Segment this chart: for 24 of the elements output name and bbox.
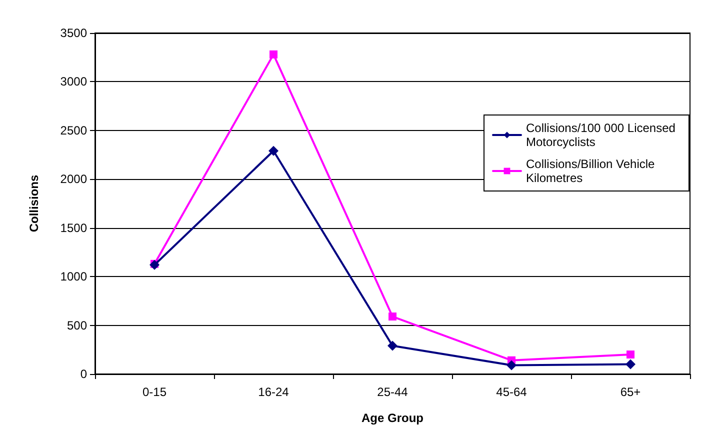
legend-label: Collisions/Billion Vehicle Kilometres bbox=[526, 157, 658, 185]
y-tick-label: 0 bbox=[80, 367, 88, 381]
point bbox=[626, 350, 634, 359]
x-tick-label: 45-64 bbox=[496, 385, 528, 399]
point bbox=[626, 359, 636, 370]
point bbox=[388, 340, 398, 351]
point bbox=[388, 312, 396, 321]
y-tick-label: 2000 bbox=[60, 172, 88, 186]
x-tick-label: 16-24 bbox=[258, 385, 290, 399]
x-tick-label: 65+ bbox=[620, 385, 641, 399]
point bbox=[506, 360, 516, 370]
y-tick-label: 2500 bbox=[60, 123, 88, 138]
x-tick-label: 0-15 bbox=[142, 385, 167, 399]
y-tick-label: 1500 bbox=[60, 220, 88, 235]
point bbox=[270, 50, 278, 58]
y-tick-label: 500 bbox=[66, 318, 88, 332]
x-axis-title: Age Group bbox=[362, 411, 424, 425]
x-tick-label: 25-44 bbox=[377, 385, 408, 399]
y-axis-title: Collisions bbox=[27, 174, 41, 232]
legend-label: Collisions/100 000 Licensed Motorcyclists bbox=[526, 121, 679, 149]
y-tick-label: 3000 bbox=[60, 74, 88, 89]
y-tick-label: 1000 bbox=[60, 270, 88, 284]
y-tick-label: 3500 bbox=[60, 26, 88, 40]
point bbox=[268, 146, 278, 156]
